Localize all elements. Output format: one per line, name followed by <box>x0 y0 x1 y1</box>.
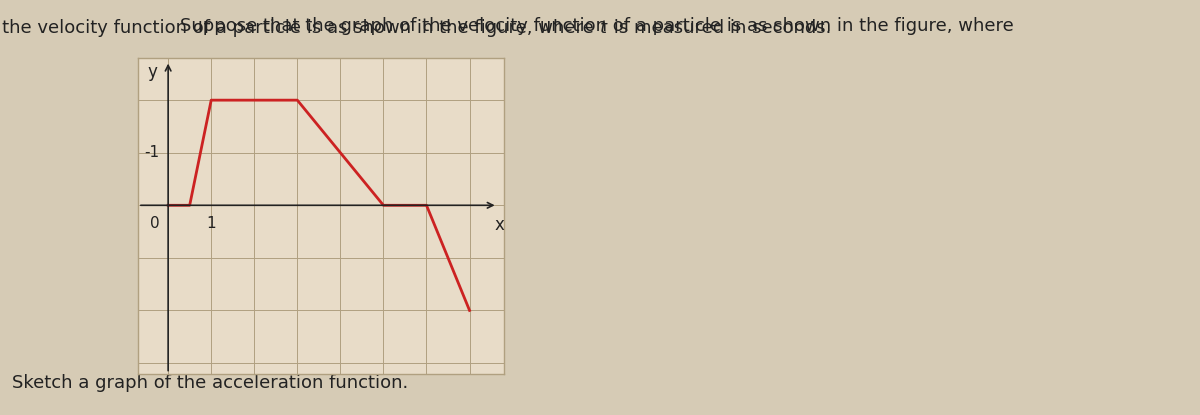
Text: t: t <box>600 19 607 37</box>
Text: Sketch a graph of the acceleration function.: Sketch a graph of the acceleration funct… <box>12 374 408 392</box>
Text: Suppose that the graph of the velocity function of a particle is as shown in the: Suppose that the graph of the velocity f… <box>0 19 600 37</box>
Text: y: y <box>148 63 157 81</box>
Text: is measured in seconds.: is measured in seconds. <box>608 19 832 37</box>
Text: Suppose that the graph of the velocity function of a particle is as shown in the: Suppose that the graph of the velocity f… <box>180 17 1020 34</box>
Text: 1: 1 <box>206 216 216 231</box>
Text: -1: -1 <box>144 145 160 160</box>
Text: x: x <box>494 216 505 234</box>
Text: ⓘ: ⓘ <box>433 350 443 368</box>
Text: 0: 0 <box>150 216 160 231</box>
